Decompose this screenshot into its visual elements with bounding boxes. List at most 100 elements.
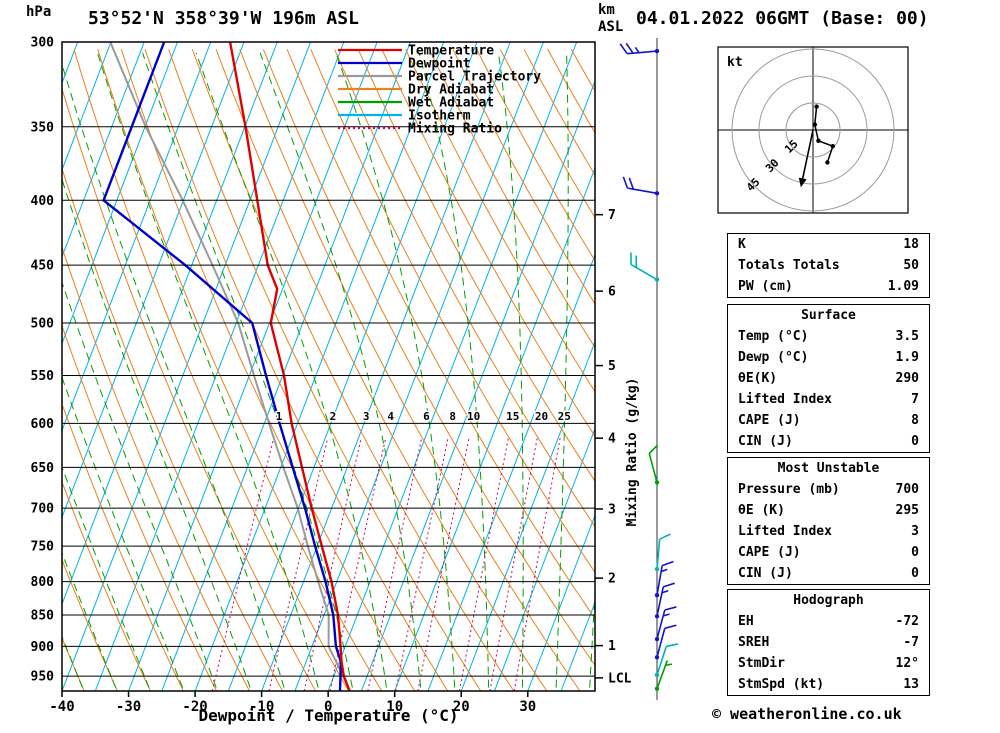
svg-text:Temperature: Temperature	[408, 44, 494, 59]
svg-text:1: 1	[608, 639, 616, 654]
stat-value: 3.5	[895, 329, 919, 344]
stat-label: K	[738, 237, 746, 252]
stat-row: Totals Totals 50	[728, 255, 929, 276]
surface-panel: Surface Temp (°C) 3.5 Dewp (°C) 1.9 θE(K) 2…	[727, 304, 930, 453]
stat-row: θE (K) 295	[728, 500, 929, 521]
isobar-layer: 300 350 400 450 500 550 600 650 700 750 800 850 900 9…	[31, 36, 595, 685]
temperature-axis: -40 -30 -20 -10 0 10 20 30	[49, 691, 536, 715]
stat-value: 0	[911, 434, 919, 449]
svg-text:-30: -30	[116, 699, 141, 715]
svg-text:15: 15	[506, 410, 519, 423]
svg-text:3: 3	[363, 410, 370, 423]
stat-label: CIN (J)	[738, 434, 793, 449]
stat-value: 1.9	[895, 350, 919, 365]
stat-value: 12°	[895, 656, 919, 671]
svg-text:Parcel Trajectory: Parcel Trajectory	[408, 70, 541, 85]
svg-text:750: 750	[31, 540, 55, 555]
stat-row: SREH -7	[728, 632, 929, 653]
stat-row: Lifted Index 3	[728, 521, 929, 542]
mixing-ratio-labels: 1 2 3 4 6 8 10 15 20 25	[274, 408, 572, 424]
stat-label: SREH	[738, 635, 770, 650]
svg-text:950: 950	[31, 670, 55, 685]
stat-label: CIN (J)	[738, 566, 793, 581]
most-unstable-panel: Most Unstable Pressure (mb) 700 θE (K) 295…	[727, 457, 930, 585]
stat-label: EH	[738, 614, 754, 629]
svg-text:Mixing Ratio: Mixing Ratio	[408, 122, 502, 137]
stat-row: StmDir 12°	[728, 653, 929, 674]
svg-text:900: 900	[31, 640, 55, 655]
hodograph-unit-label: kt	[727, 55, 743, 70]
stat-row: θE(K) 290	[728, 368, 929, 389]
stat-label: θE (K)	[738, 503, 785, 518]
stat-row: K 18	[728, 234, 929, 255]
hodograph-panel: Hodograph EH -72 SREH -7 StmDir 12° StmSpd …	[727, 589, 930, 696]
datetime-title: 04.01.2022 06GMT (Base: 00)	[636, 8, 929, 29]
svg-text:-40: -40	[49, 699, 74, 715]
mixing-ratio-layer	[211, 437, 561, 691]
isotherm-layer	[62, 42, 595, 691]
stat-value: 0	[911, 545, 919, 560]
stat-label: Lifted Index	[738, 524, 832, 539]
stat-label: Lifted Index	[738, 392, 832, 407]
stat-row: CIN (J) 0	[728, 431, 929, 452]
svg-text:10: 10	[467, 410, 480, 423]
stat-value: 290	[895, 371, 919, 386]
stat-row: PW (cm) 1.09	[728, 276, 929, 297]
stat-row: CAPE (J) 0	[728, 542, 929, 563]
svg-text:4: 4	[387, 410, 394, 423]
copyright-text: © weatheronline.co.uk	[712, 705, 902, 723]
stat-label: CAPE (J)	[738, 413, 801, 428]
mixing-ratio-axis-title: Mixing Ratio (g/kg)	[625, 378, 640, 527]
stat-value: -72	[895, 614, 919, 629]
stat-label: PW (cm)	[738, 279, 793, 294]
svg-text:6: 6	[423, 410, 430, 423]
stat-row: StmSpd (kt) 13	[728, 674, 929, 695]
stat-label: StmDir	[738, 656, 785, 671]
stat-label: Totals Totals	[738, 258, 840, 273]
svg-text:3: 3	[608, 502, 616, 517]
svg-text:Dry Adiabat: Dry Adiabat	[408, 83, 494, 98]
station-title: 53°52'N 358°39'W 196m ASL	[88, 8, 359, 29]
temperature-line	[228, 42, 351, 691]
stat-value: 3	[911, 524, 919, 539]
stat-value: -7	[903, 635, 919, 650]
svg-text:-20: -20	[182, 699, 207, 715]
svg-text:550: 550	[31, 369, 55, 384]
svg-text:800: 800	[31, 575, 55, 590]
stat-value: 8	[911, 413, 919, 428]
stat-label: StmSpd (kt)	[738, 677, 825, 692]
stat-value: 0	[911, 566, 919, 581]
svg-text:Dewpoint: Dewpoint	[408, 57, 471, 72]
stat-value: 295	[895, 503, 919, 518]
svg-text:350: 350	[31, 120, 55, 135]
stat-row: Pressure (mb) 700	[728, 479, 929, 500]
svg-text:700: 700	[31, 502, 55, 517]
svg-text:500: 500	[31, 317, 55, 332]
stat-value: 50	[903, 258, 919, 273]
svg-text:5: 5	[608, 359, 616, 374]
svg-text:Isotherm: Isotherm	[408, 109, 471, 124]
svg-text:650: 650	[31, 461, 55, 476]
wind-barb-column	[619, 38, 679, 700]
svg-text:2: 2	[608, 572, 616, 587]
stat-label: Temp (°C)	[738, 329, 809, 344]
wet-adiabat-layer	[62, 52, 595, 688]
altitude-axis: 1 2 3 4 5 6 7 LCL	[595, 208, 632, 686]
panel-title: Hodograph	[793, 593, 864, 608]
stat-row: Temp (°C) 3.5	[728, 326, 929, 347]
svg-text:10: 10	[386, 699, 403, 715]
stat-row: Dewp (°C) 1.9	[728, 347, 929, 368]
plot-area	[62, 42, 595, 691]
panel-title: Surface	[801, 308, 856, 323]
altitude-unit-km-label: km	[598, 2, 615, 18]
svg-text:-10: -10	[249, 699, 274, 715]
panel-title: Most Unstable	[777, 461, 880, 476]
svg-text:600: 600	[31, 417, 55, 432]
stat-value: 18	[903, 237, 919, 252]
stat-row: EH -72	[728, 611, 929, 632]
stat-value: 13	[903, 677, 919, 692]
